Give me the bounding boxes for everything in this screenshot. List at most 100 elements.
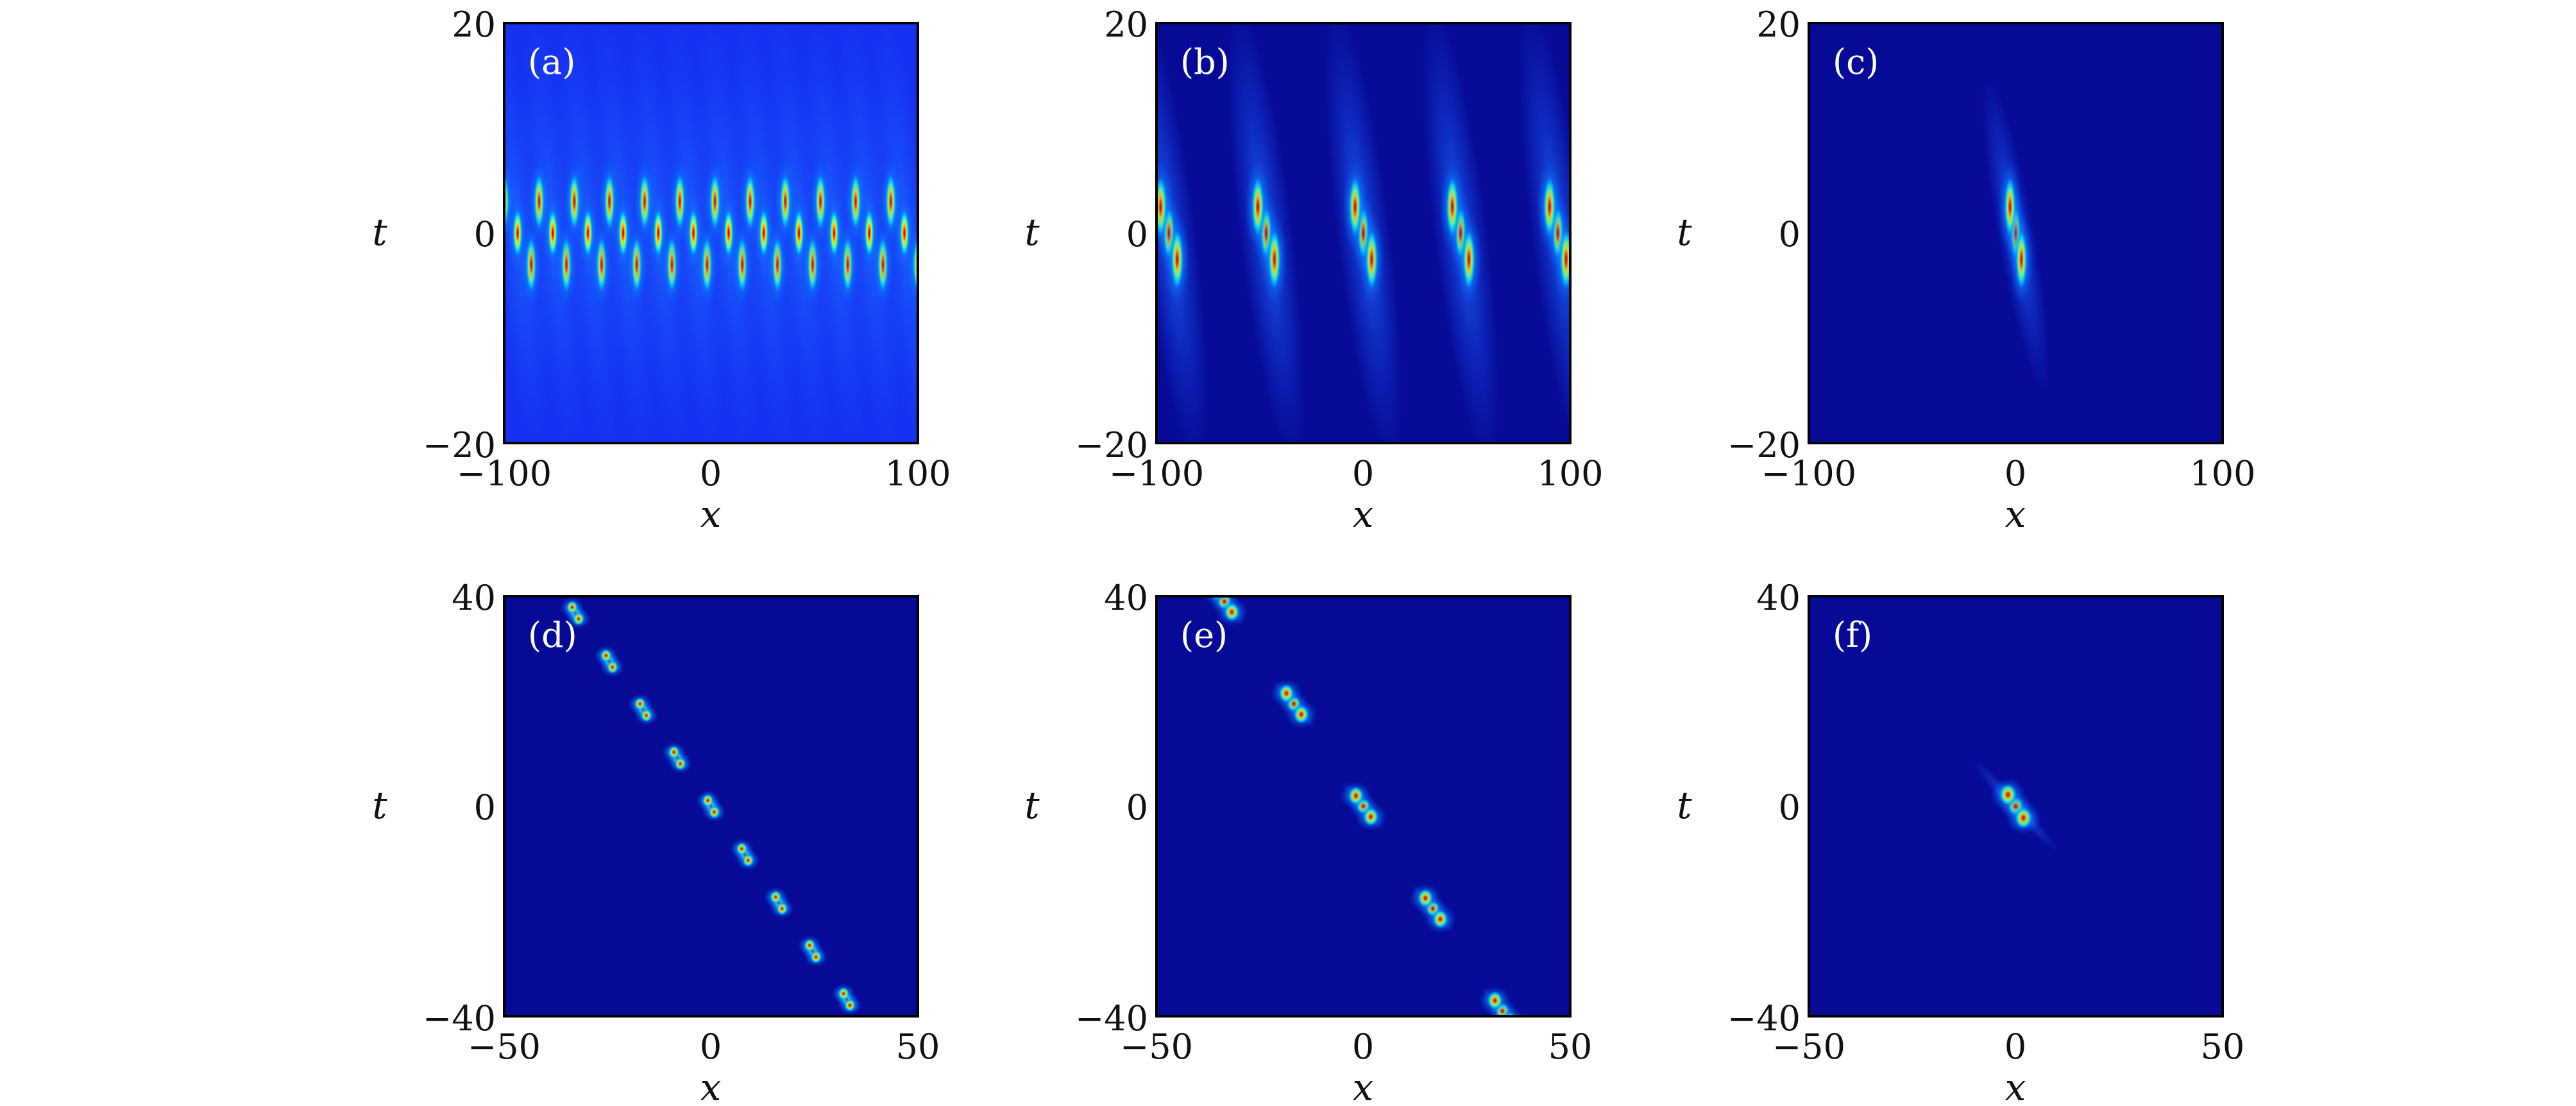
panel-d-peak-1-2 — [600, 649, 612, 662]
panel-b-peak-4-1 — [1560, 230, 1570, 289]
panel-a-peak-4-0 — [654, 210, 663, 256]
panel-d-label: (d) — [528, 615, 577, 655]
panel-a-peak-10-2 — [851, 174, 861, 229]
panel-c-ytick-top: 20 — [1756, 4, 1801, 45]
panel-e-peak-1-1 — [1294, 705, 1309, 724]
panel-a-peak-11-2 — [885, 174, 896, 229]
panel-a-peak-7-2 — [745, 174, 756, 229]
panel-a-peak-5-0 — [688, 210, 699, 256]
panel-b-ytick-mid: 0 — [1126, 214, 1148, 255]
panel-d-peak-4-2 — [702, 794, 714, 807]
panel-a-peak-4-2 — [640, 174, 650, 229]
panel-a-peak-7-0 — [759, 210, 768, 256]
panel-a-peak-10-0 — [865, 210, 874, 256]
panel-e-ylabel: t — [1024, 783, 1040, 827]
panel-d-xtick-mid: 0 — [700, 1026, 722, 1067]
panel-a-peak-1-0 — [548, 210, 557, 256]
panel-d-ytick-mid: 0 — [474, 787, 496, 828]
panel-e-halo-0-2 — [1201, 596, 1232, 606]
panel-e-xtick-mid: 0 — [1352, 1026, 1374, 1067]
panel-a-peak-0-0 — [513, 210, 523, 256]
panel-c-xtick-mid: 0 — [2004, 453, 2026, 494]
panel-e-label: (e) — [1180, 615, 1228, 655]
panel-c-ytick-bottom: −20 — [1727, 425, 1801, 465]
panel-c-label: (c) — [1833, 42, 1879, 82]
panel-c-xtick-right: 100 — [2189, 453, 2255, 494]
panel-f-ylabel: t — [1677, 783, 1692, 827]
panel-a-frame — [503, 22, 919, 444]
panel-a-peak-3-0 — [618, 210, 628, 256]
panel-b-ytick-bottom: −20 — [1075, 425, 1148, 465]
panel-b-xtick-right: 100 — [1537, 453, 1603, 494]
panel-d-peak-2-2 — [634, 698, 646, 710]
panel-e-peak-4-2 — [1487, 991, 1502, 1010]
panel-f-xtick-mid: 0 — [2004, 1026, 2026, 1067]
panel-c-marks — [1981, 74, 2050, 392]
panel-f-peak-0-2 — [1999, 784, 2017, 805]
panel-d-xlabel: x — [700, 1066, 722, 1106]
panel-d-ytick-bottom: −40 — [423, 998, 496, 1039]
panel-e-xtick-left: −50 — [1120, 1026, 1193, 1067]
panel-f-xlabel: x — [2005, 1066, 2026, 1106]
panel-d-peak-6-2 — [770, 891, 781, 903]
panel-a-ytick-mid: 0 — [474, 214, 496, 255]
panel-a-xtick-right: 100 — [885, 453, 951, 494]
panel-c-xtick-left: −100 — [1761, 453, 1856, 494]
panel-f-peak-0-1 — [2015, 807, 2032, 828]
panel-a-label: (a) — [528, 42, 575, 82]
panel-e-xlabel: x — [1353, 1066, 1374, 1106]
panel-a-xtick-mid: 0 — [700, 453, 722, 494]
panel-c-peak-0-2 — [2004, 177, 2016, 237]
panel-e: (e) 40 0 −40 −50 0 50 x t — [1024, 578, 1593, 1106]
panel-d-peak-3-2 — [668, 746, 680, 758]
panel-b-peak-4-2 — [1543, 177, 1555, 237]
panel-f-marks — [1972, 759, 2060, 853]
panel-a-peak-6-0 — [724, 210, 734, 256]
panel-c-ylabel: t — [1677, 210, 1692, 254]
panel-b-peak-0-2 — [1157, 177, 1167, 237]
panel-f-ytick-mid: 0 — [1779, 787, 1801, 828]
panel-b-ylabel: t — [1024, 210, 1040, 254]
panel-a-peak-11-0 — [899, 210, 910, 256]
panel-a-xtick-left: −100 — [457, 453, 552, 494]
panel-a-peak-6-2 — [709, 174, 720, 229]
panel-a-ytick-top: 20 — [452, 4, 496, 45]
panel-f-xtick-left: −50 — [1772, 1026, 1845, 1067]
panel-e-peak-2-2 — [1348, 787, 1364, 805]
panel-a-peak-2-2 — [569, 174, 580, 229]
panel-e-frame — [1155, 595, 1572, 1018]
panel-b-ytick-top: 20 — [1104, 4, 1148, 45]
panel-a-peak-9-0 — [829, 210, 839, 256]
panel-e-xtick-right: 50 — [1548, 1026, 1593, 1067]
panel-b-peak-2-2 — [1349, 177, 1361, 237]
panel-e-peak-3-2 — [1418, 889, 1433, 907]
panel-e-peak-1-2 — [1279, 684, 1294, 703]
panel-a-marks — [504, 23, 918, 443]
panel-d-xtick-right: 50 — [896, 1026, 940, 1067]
panel-b-marks — [1157, 23, 1570, 443]
panel-b-xtick-mid: 0 — [1352, 453, 1374, 494]
panel-e-ytick-top: 40 — [1104, 578, 1148, 618]
panel-b-peak-1-2 — [1251, 177, 1264, 237]
panel-a-peak-8-2 — [780, 174, 791, 229]
panel-e-ytick-bottom: −40 — [1075, 998, 1148, 1039]
panel-a-peak-2-0 — [583, 210, 593, 256]
panel-b-peak-1-1 — [1268, 230, 1281, 289]
panel-d-peak-8-2 — [838, 987, 849, 1000]
panel-e-peak-2-1 — [1363, 807, 1378, 826]
panel-b-label: (b) — [1180, 42, 1230, 82]
panel-a-xlabel: x — [700, 492, 722, 536]
panel-c-peak-0-1 — [2015, 230, 2027, 289]
panel-a-peak-3-2 — [604, 174, 614, 229]
panel-b-peak-0-1 — [1171, 230, 1183, 289]
panel-b-peak-3-1 — [1462, 230, 1475, 289]
panel-a-ytick-bottom: −20 — [423, 425, 496, 465]
panel-b-peak-2-1 — [1366, 230, 1378, 289]
panel-d-ytick-top: 40 — [452, 578, 496, 618]
panel-c-frame — [1808, 22, 2224, 444]
panel-c: (c) 20 0 −20 −100 0 100 x t — [1677, 4, 2255, 536]
panel-a-peak-9-2 — [815, 174, 826, 229]
panel-c-ytick-mid: 0 — [1779, 214, 1801, 255]
panel-a-ylabel: t — [372, 210, 387, 254]
